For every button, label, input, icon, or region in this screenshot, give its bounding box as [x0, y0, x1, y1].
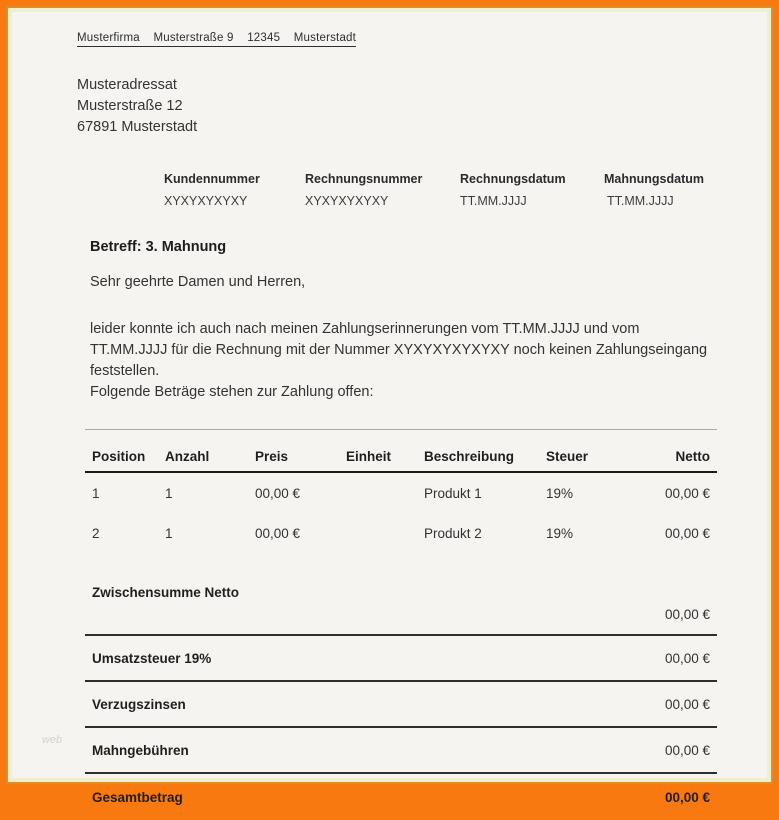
col-header-einheit: Einheit [346, 449, 392, 464]
body-line2: Folgende Beträge stehen zur Zahlung offe… [90, 384, 374, 400]
col-header-position: Position [92, 449, 146, 464]
summary-value: 00,00 € [664, 696, 710, 712]
meta-value: TT.MM.JJJJ [460, 194, 527, 208]
meta-rechnungsnummer: Rechnungsnummer XYXYXYXYXY [305, 172, 460, 208]
salutation: Sehr geehrte Damen und Herren, [90, 274, 306, 290]
summary-row-mahngebuehren: Mahngebühren 00,00 € [85, 728, 717, 774]
cell-anzahl: 1 [165, 525, 173, 541]
table-header-row: Position Anzahl Preis Einheit Beschreibu… [85, 430, 717, 473]
col-header-anzahl: Anzahl [165, 449, 210, 464]
body-paragraph: leider konnte ich auch nach meinen Zahlu… [90, 321, 708, 379]
cell-position: 1 [92, 485, 100, 501]
summary-label: Umsatzsteuer 19% [92, 650, 212, 666]
summary-value: 00,00 € [664, 650, 710, 666]
watermark-text: web [42, 734, 63, 746]
table-row: 1 1 00,00 € Produkt 1 19% 00,00 € [85, 473, 717, 513]
meta-label: Mahnungsdatum [604, 172, 704, 186]
recipient-street: Musterstraße 12 [77, 98, 183, 114]
table-row: 2 1 00,00 € Produkt 2 19% 00,00 € [85, 513, 717, 553]
cell-netto: 00,00 € [664, 525, 710, 541]
subject-line: Betreff: 3. Mahnung [90, 239, 227, 255]
meta-value: XYXYXYXYXY [305, 194, 389, 208]
meta-value: TT.MM.JJJJ [607, 194, 674, 208]
letter-body: leider konnte ich auch nach meinen Zahlu… [90, 319, 712, 403]
letter-page: Musterfirma Musterstraße 9 12345 Musters… [12, 12, 767, 805]
meta-value: XYXYXYXYXY [164, 194, 248, 208]
sender-line: Musterfirma Musterstraße 9 12345 Musters… [77, 32, 357, 47]
summary-value: 00,00 € [664, 607, 710, 622]
invoice-table: Position Anzahl Preis Einheit Beschreibu… [85, 429, 717, 820]
invoice-meta: Kundennummer XYXYXYXYXY Rechnungsnummer … [164, 172, 715, 208]
page-frame: Musterfirma Musterstraße 9 12345 Musters… [8, 8, 771, 805]
cell-position: 2 [92, 525, 100, 541]
col-header-beschreibung: Beschreibung [424, 449, 515, 464]
summary-row-verzugszinsen: Verzugszinsen 00,00 € [85, 682, 717, 728]
summary-row-gesamtbetrag: Gesamtbetrag 00,00 € [85, 774, 717, 820]
cell-preis: 00,00 € [255, 525, 301, 541]
meta-label: Rechnungsdatum [460, 172, 566, 186]
meta-mahnungsdatum: Mahnungsdatum TT.MM.JJJJ [604, 172, 704, 208]
cell-anzahl: 1 [165, 485, 173, 501]
cell-beschreibung: Produkt 2 [424, 525, 482, 541]
recipient-address: Musteradressat Musterstraße 12 67891 Mus… [77, 75, 715, 138]
meta-label: Kundennummer [164, 172, 260, 186]
summary-row-umsatzsteuer: Umsatzsteuer 19% 00,00 € [85, 636, 717, 682]
col-header-steuer: Steuer [546, 449, 589, 464]
summary-label: Mahngebühren [92, 742, 189, 758]
cell-beschreibung: Produkt 1 [424, 485, 482, 501]
recipient-name: Musteradressat [77, 77, 177, 93]
cell-preis: 00,00 € [255, 485, 301, 501]
recipient-city: 67891 Musterstadt [77, 119, 198, 135]
meta-rechnungsdatum: Rechnungsdatum TT.MM.JJJJ [460, 172, 604, 208]
summary-row-zwischensumme: Zwischensumme Netto 00,00 € [85, 583, 717, 636]
cell-steuer: 19% [546, 485, 574, 501]
summary-section: Zwischensumme Netto 00,00 € Umsatzsteuer… [85, 583, 717, 820]
summary-label: Verzugszinsen [92, 696, 186, 712]
cell-netto: 00,00 € [664, 485, 710, 501]
col-header-preis: Preis [255, 449, 289, 464]
cell-steuer: 19% [546, 525, 574, 541]
summary-value: 00,00 € [664, 742, 710, 758]
summary-label: Zwischensumme Netto [92, 585, 240, 600]
col-header-netto: Netto [675, 449, 711, 464]
meta-kundennummer: Kundennummer XYXYXYXYXY [164, 172, 305, 208]
meta-label: Rechnungsnummer [305, 172, 423, 186]
